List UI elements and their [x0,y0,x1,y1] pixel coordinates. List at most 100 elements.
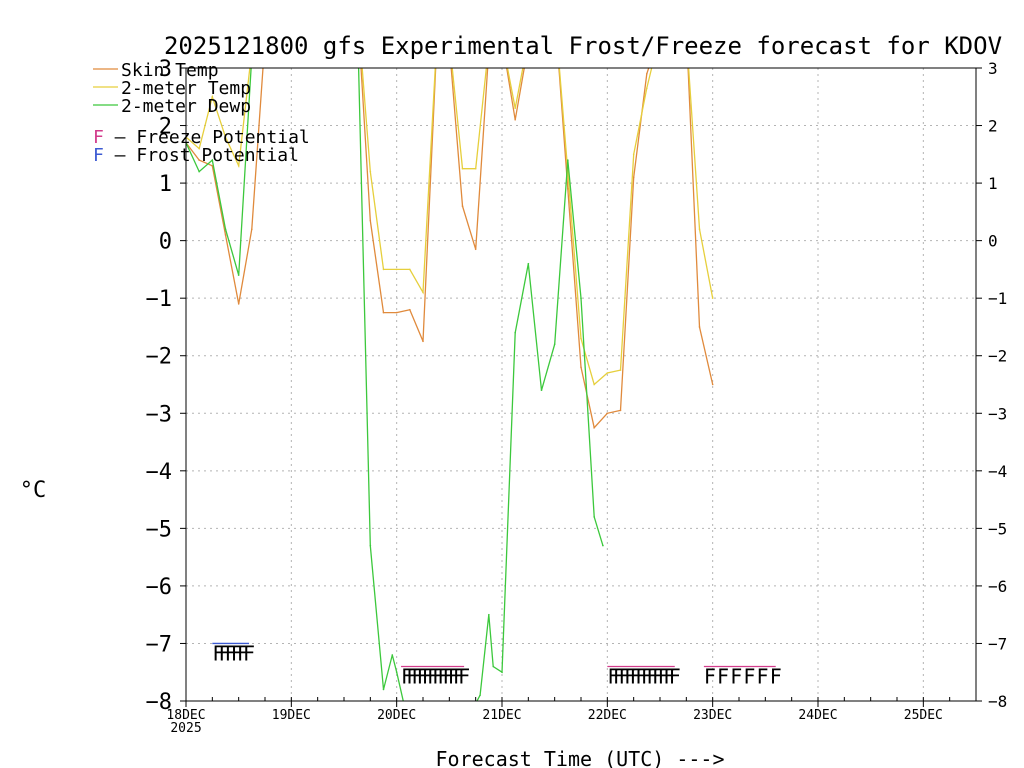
data-point-2-meter-dewp [553,343,556,346]
data-point-skin-temp [474,248,477,251]
data-point-skin-temp [343,10,345,12]
y-tick-label-left: −2 [146,345,173,370]
y-tick-label-right: −4 [988,462,1007,481]
data-point-skin-temp [382,311,385,314]
frost-marker-glyph: F [243,641,255,665]
y-tick-label-right: −2 [988,347,1007,366]
frost-marker-glyph: F [225,641,237,665]
freeze-marker-glyph: F [770,664,782,688]
data-point-skin-temp [237,303,240,305]
freeze-marker-glyph: F [730,664,742,688]
chart-title: 2025121800 gfs Experimental Frost/Freeze… [164,32,1002,60]
y-tick-label-left: 2 [159,115,172,140]
data-point-2-meter-dewp [567,159,569,161]
legend-label-skin-temp: Skin Temp [121,60,219,81]
y-tick-label-left: −8 [146,690,173,715]
data-point-2-meter-temp [619,369,622,371]
freeze-marker-glyph: F [458,664,470,688]
y-tick-label-left: 0 [159,230,172,255]
axes: 3 3 2 2 1 1 0 0 −1 −1 −2 −2 −3 −3 −4 −4 −5 −5 −6 −6 −7 −7 −8 −8… [146,57,1008,736]
y-tick-label-left: −3 [146,402,173,427]
freeze-marker-glyph: F [658,664,670,688]
data-point-2-meter-temp [409,268,411,271]
y-tick-label-right: 0 [988,232,998,251]
data-point-2-meter-temp [593,383,595,386]
data-point-2-meter-dewp [514,331,516,334]
data-point-skin-temp [422,340,424,343]
legend-label-2-meter-dewp: 2-meter Dewp [121,96,251,117]
freeze-marker-glyph: F [619,664,631,688]
data-point-2-meter-temp [474,167,477,170]
y-tick-label-right: −7 [988,634,1007,653]
data-point-skin-temp [369,219,372,222]
legend-potential-entry: F – Freeze Potential [93,127,310,148]
data-point-skin-temp [277,27,279,29]
legend-potential-text: – Freeze Potential [104,127,310,148]
y-tick-label-left: −5 [146,517,173,542]
data-point-skin-temp [686,27,688,29]
data-point-2-meter-temp [382,268,385,271]
freeze-marker-glyph: F [427,664,439,688]
data-point-skin-temp [409,308,411,311]
data-point-2-meter-dewp [356,10,358,12]
x-tick-label: 22DEC [588,708,627,723]
freeze-marker-glyph: F [663,664,675,688]
y-tick-label-right: −3 [988,404,1007,423]
series-line-skin-temp [186,68,714,430]
data-point-skin-temp [224,234,227,236]
y-tick-label-left: 3 [159,57,172,82]
data-point-2-meter-dewp [369,544,372,547]
data-point-2-meter-temp [422,291,424,294]
freeze-marker-glyph: F [443,664,455,688]
y-tick-label-right: 2 [988,117,998,136]
legend-potential-letter: F [93,145,104,166]
series-line-2-meter-dewp [186,68,604,701]
x-tick-label: 18DEC [166,708,205,723]
data-point-2-meter-dewp [527,262,530,265]
y-tick-label-left: −1 [146,287,173,312]
freeze-marker-glyph: F [624,664,636,688]
data-point-2-meter-dewp [593,516,595,518]
y-tick-label-right: 3 [988,59,998,78]
series-line-2-meter-temp [186,68,714,386]
data-point-2-meter-temp [343,10,345,12]
y-tick-label-left: −6 [146,575,173,600]
data-point-skin-temp [646,72,648,75]
data-point-skin-temp [619,409,622,412]
data-point-2-meter-dewp [264,21,266,23]
data-point-2-meter-dewp [602,544,604,547]
data-point-2-meter-temp [277,15,279,17]
data-point-2-meter-temp [356,4,358,6]
frost-marker-glyph: F [231,641,243,665]
freeze-marker-glyph: F [607,664,619,688]
data-point-2-meter-dewp [540,389,543,392]
freeze-marker-glyph: F [448,664,460,688]
y-tick-label-left: −4 [146,460,173,485]
data-point-2-meter-temp [646,87,648,89]
freeze-marker-glyph: F [630,664,642,688]
data-point-2-meter-dewp [382,688,385,691]
legend-label-2-meter-temp: 2-meter Temp [121,78,251,99]
y-axis-label: °C [20,478,47,503]
y-tick-label-right: −1 [988,289,1007,308]
data-point-skin-temp [632,176,635,179]
data-point-2-meter-temp [224,136,227,138]
x-tick-label: 24DEC [798,708,837,723]
data-point-2-meter-temp [606,372,609,374]
legend-potential-text: – Frost Potential [104,145,299,166]
data-point-2-meter-dewp [479,694,481,697]
data-point-2-meter-dewp [409,729,411,731]
data-point-2-meter-temp [554,10,556,12]
x-tick-label: 21DEC [482,708,521,723]
series-layer [186,4,714,731]
x-tick-label: 20DEC [377,708,416,723]
data-point-skin-temp [672,10,674,12]
data-point-2-meter-temp [369,170,372,173]
freeze-marker-glyph: F [437,664,449,688]
data-point-2-meter-dewp [391,654,394,656]
data-point-2-meter-dewp [580,297,582,299]
data-point-skin-temp [554,10,556,12]
x-tick-sublabel: 2025 [170,721,201,736]
data-point-2-meter-temp [291,15,293,17]
